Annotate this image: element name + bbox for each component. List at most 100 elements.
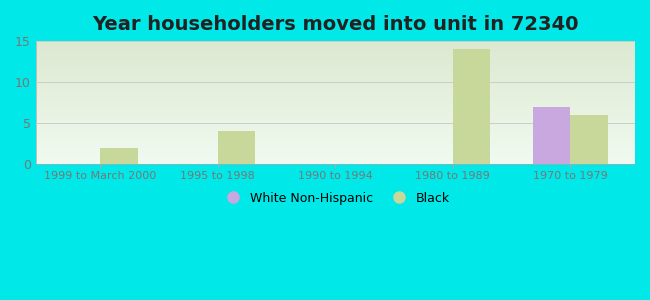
Bar (36, 112, 635, 114)
Bar (36, 128, 635, 130)
Bar (36, 89, 635, 90)
Bar (36, 146, 635, 147)
Bar (36, 141, 635, 142)
Bar (36, 122, 635, 124)
Bar (36, 72, 635, 73)
Bar (36, 121, 635, 122)
Bar (36, 74, 635, 76)
Bar (36, 136, 635, 137)
Bar (36, 105, 635, 106)
Bar (36, 93, 635, 94)
Title: Year householders moved into unit in 72340: Year householders moved into unit in 723… (92, 15, 578, 34)
Bar (533, 107, 570, 164)
Bar (36, 125, 635, 126)
Bar (36, 92, 635, 93)
Bar (36, 115, 635, 116)
Bar (36, 157, 635, 158)
Bar (36, 148, 635, 149)
Bar (36, 71, 635, 72)
Bar (36, 73, 635, 74)
Bar (36, 151, 635, 152)
Bar (36, 41, 635, 42)
Bar (36, 60, 635, 61)
Bar (36, 42, 635, 44)
Bar (36, 114, 635, 115)
Bar (36, 56, 635, 57)
Bar (36, 58, 635, 60)
Bar (36, 104, 635, 105)
Bar (36, 156, 635, 157)
Bar (36, 95, 635, 97)
Bar (36, 143, 635, 145)
Bar (36, 135, 635, 136)
Bar (36, 142, 635, 143)
Bar (36, 80, 635, 82)
Bar (36, 67, 635, 68)
Bar (36, 94, 635, 95)
Bar (36, 46, 635, 47)
Bar (36, 69, 635, 71)
Bar (36, 110, 635, 111)
Bar (100, 148, 138, 164)
Bar (36, 57, 635, 58)
Bar (36, 45, 635, 46)
Bar (36, 68, 635, 69)
Bar (36, 154, 635, 156)
Bar (36, 132, 635, 134)
Bar (36, 52, 635, 53)
Bar (36, 55, 635, 56)
Bar (36, 78, 635, 79)
Bar (36, 116, 635, 117)
Bar (36, 100, 635, 101)
Bar (36, 84, 635, 86)
Bar (36, 47, 635, 49)
Bar (36, 127, 635, 128)
Bar (36, 85, 635, 87)
Bar (36, 117, 635, 119)
Bar (36, 98, 635, 99)
Bar (36, 99, 635, 100)
Bar (36, 108, 635, 109)
Bar (36, 49, 635, 50)
Bar (36, 153, 635, 154)
Bar (36, 76, 635, 77)
Bar (36, 101, 635, 103)
Bar (36, 137, 635, 138)
Bar (36, 140, 635, 141)
Bar (36, 145, 635, 146)
Bar (36, 134, 635, 135)
Bar (36, 61, 635, 62)
Bar (36, 119, 635, 120)
Bar (36, 106, 635, 108)
Bar (218, 131, 255, 164)
Bar (36, 64, 635, 66)
Bar (36, 90, 635, 92)
Bar (36, 126, 635, 127)
Bar (570, 115, 608, 164)
Bar (36, 97, 635, 98)
Bar (36, 62, 635, 63)
Bar (36, 63, 635, 64)
Bar (36, 79, 635, 80)
Bar (36, 50, 635, 51)
Bar (36, 83, 635, 84)
Bar (36, 162, 635, 163)
Bar (36, 163, 635, 164)
Bar (36, 138, 635, 140)
Bar (36, 51, 635, 52)
Bar (36, 149, 635, 151)
Bar (36, 44, 635, 45)
Bar (36, 124, 635, 125)
Bar (36, 130, 635, 131)
Bar (36, 103, 635, 104)
Bar (36, 66, 635, 67)
Legend: White Non-Hispanic, Black: White Non-Hispanic, Black (216, 187, 455, 210)
Bar (453, 49, 491, 164)
Bar (36, 111, 635, 112)
Bar (36, 88, 635, 89)
Bar (36, 152, 635, 153)
Bar (36, 160, 635, 162)
Bar (36, 77, 635, 78)
Bar (36, 159, 635, 160)
Bar (36, 147, 635, 148)
